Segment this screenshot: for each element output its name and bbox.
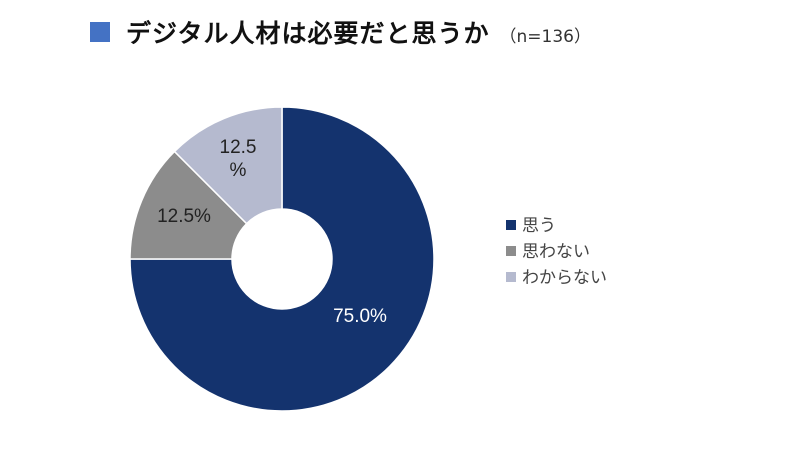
chart-title-row: デジタル人材は必要だと思うか （n=136） bbox=[90, 14, 591, 50]
legend-swatch bbox=[506, 272, 516, 282]
legend-item: 思わない bbox=[506, 236, 607, 262]
legend-swatch bbox=[506, 220, 516, 230]
legend-label: わからない bbox=[522, 267, 607, 288]
legend-label: 思わない bbox=[522, 241, 590, 262]
legend-item: 思う bbox=[506, 210, 607, 236]
data-label: 75.0% bbox=[333, 306, 387, 327]
donut-slice bbox=[129, 106, 435, 412]
chart-subtitle: （n=136） bbox=[499, 26, 591, 47]
data-label: 12.5% bbox=[220, 137, 257, 181]
title-marker bbox=[90, 22, 110, 42]
donut-slice bbox=[173, 106, 283, 225]
legend-label: 思う bbox=[522, 215, 556, 236]
chart-title: デジタル人材は必要だと思うか bbox=[126, 19, 490, 48]
data-label: 12.5% bbox=[157, 206, 211, 227]
legend-item: わからない bbox=[506, 262, 607, 288]
legend: 思う 思わない わからない bbox=[506, 210, 607, 288]
donut-slice bbox=[129, 150, 248, 260]
legend-swatch bbox=[506, 246, 516, 256]
